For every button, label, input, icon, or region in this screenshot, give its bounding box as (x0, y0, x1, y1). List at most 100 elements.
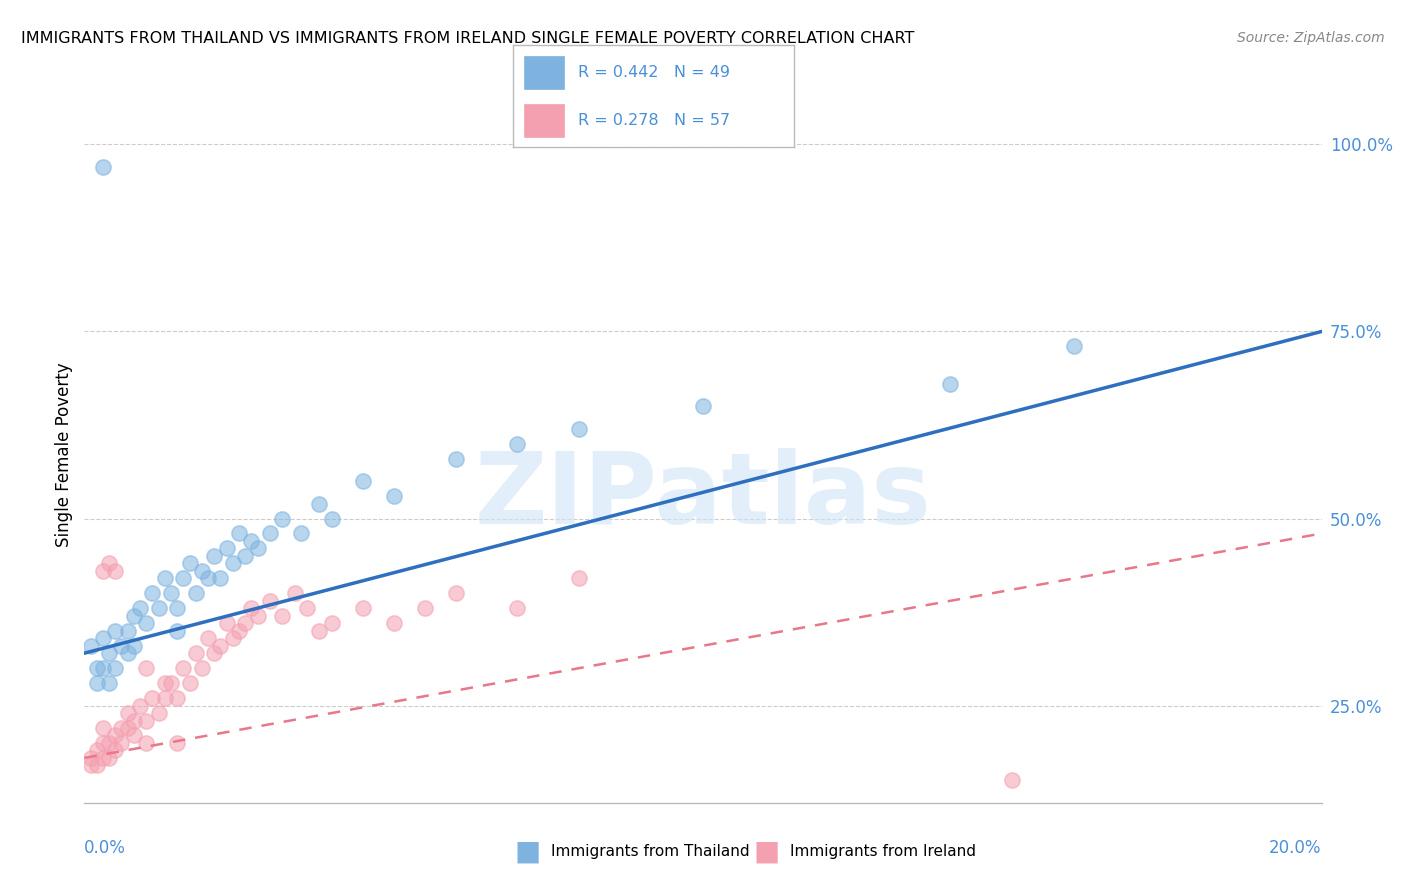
Point (209, 639, 232, 653)
Point (141, 586, 163, 600)
Point (153, 571, 176, 585)
Point (98, 557, 121, 571)
Text: Source: ZipAtlas.com: Source: ZipAtlas.com (1237, 31, 1385, 45)
Text: R = 0.442   N = 49: R = 0.442 N = 49 (578, 65, 730, 79)
Point (117, 624, 139, 638)
Point (98, 751, 121, 765)
Point (184, 646, 207, 660)
Point (98, 646, 121, 660)
Point (160, 676, 183, 690)
Y-axis label: Single Female Poverty: Single Female Poverty (55, 363, 73, 547)
Point (233, 549, 256, 563)
Point (129, 601, 152, 615)
Point (939, 376, 962, 391)
Point (197, 571, 219, 585)
Point (246, 541, 269, 556)
Point (91, 751, 114, 765)
Point (148, 601, 170, 615)
Point (166, 691, 188, 706)
Point (321, 511, 343, 525)
Point (79, 639, 101, 653)
Text: IMMIGRANTS FROM THAILAND VS IMMIGRANTS FROM IRELAND SINGLE FEMALE POVERTY CORREL: IMMIGRANTS FROM THAILAND VS IMMIGRANTS F… (21, 31, 914, 46)
Point (568, 422, 591, 436)
Bar (524, 104, 564, 137)
Point (228, 526, 250, 541)
Point (117, 721, 139, 735)
Point (233, 616, 256, 631)
Point (104, 564, 127, 578)
Point (382, 616, 405, 631)
Point (246, 608, 269, 623)
Point (91, 721, 114, 735)
Point (79, 758, 101, 772)
Point (209, 571, 232, 585)
Point (166, 624, 188, 638)
Point (179, 676, 201, 690)
Point (141, 691, 163, 706)
Point (382, 489, 405, 503)
Point (117, 706, 139, 720)
Point (91, 736, 114, 750)
Point (91, 160, 114, 174)
Point (179, 557, 201, 571)
Point (104, 661, 127, 675)
Text: R = 0.278   N = 57: R = 0.278 N = 57 (578, 113, 730, 128)
Text: ZIPatlas: ZIPatlas (475, 448, 931, 545)
Point (290, 526, 312, 541)
Point (148, 706, 170, 720)
Bar (524, 56, 564, 88)
Point (104, 624, 127, 638)
Point (91, 631, 114, 645)
Point (153, 676, 176, 690)
Point (98, 736, 121, 750)
Point (352, 601, 374, 615)
Point (295, 601, 318, 615)
Point (86, 758, 108, 772)
Point (215, 541, 238, 556)
Point (215, 616, 238, 631)
Point (184, 586, 207, 600)
Point (413, 601, 436, 615)
Point (135, 736, 157, 750)
Point (160, 586, 183, 600)
Point (129, 698, 152, 713)
Point (166, 736, 188, 750)
Point (104, 729, 127, 743)
Text: 20.0%: 20.0% (1270, 838, 1322, 856)
Text: ■: ■ (515, 838, 540, 866)
Point (172, 661, 194, 675)
Point (240, 533, 263, 548)
Text: 0.0%: 0.0% (84, 838, 127, 856)
Point (135, 714, 157, 728)
Point (79, 751, 101, 765)
Text: Immigrants from Thailand: Immigrants from Thailand (551, 845, 749, 859)
Point (271, 511, 294, 525)
Point (271, 608, 294, 623)
Point (1001, 773, 1024, 788)
Point (444, 586, 467, 600)
Point (104, 743, 127, 757)
Point (284, 586, 307, 600)
Point (91, 661, 114, 675)
Point (222, 557, 245, 571)
Point (240, 601, 263, 615)
Point (135, 616, 157, 631)
Point (86, 661, 108, 675)
Point (122, 714, 145, 728)
Point (110, 639, 132, 653)
Point (153, 691, 176, 706)
Point (352, 474, 374, 488)
Point (568, 571, 591, 585)
Point (202, 646, 225, 660)
Point (122, 639, 145, 653)
Point (321, 616, 343, 631)
Point (202, 549, 225, 563)
Point (444, 451, 467, 466)
Point (308, 624, 330, 638)
Point (506, 436, 529, 450)
Point (191, 564, 214, 578)
Point (110, 721, 132, 735)
Point (259, 526, 281, 541)
Point (191, 661, 214, 675)
Point (98, 676, 121, 690)
